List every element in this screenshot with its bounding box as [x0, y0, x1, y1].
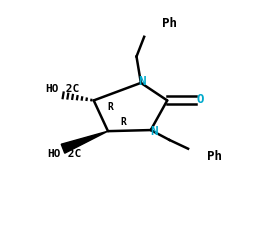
Text: N: N — [150, 125, 158, 138]
Text: R: R — [107, 102, 113, 112]
Text: O: O — [196, 93, 204, 106]
Text: R: R — [120, 117, 126, 127]
Text: Ph: Ph — [162, 17, 177, 30]
Text: 2C: 2C — [59, 84, 79, 94]
Text: Ph: Ph — [207, 150, 222, 163]
Text: N: N — [138, 75, 146, 88]
Text: HO: HO — [47, 149, 61, 159]
Text: 2C: 2C — [61, 149, 81, 159]
Text: HO: HO — [45, 84, 59, 94]
Polygon shape — [61, 131, 108, 153]
